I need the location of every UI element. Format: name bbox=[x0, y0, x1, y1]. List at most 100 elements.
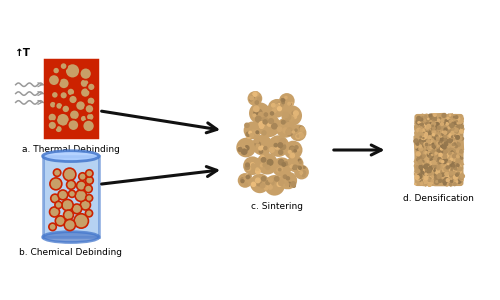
Circle shape bbox=[48, 113, 56, 122]
Circle shape bbox=[262, 131, 266, 135]
Circle shape bbox=[429, 126, 430, 128]
Circle shape bbox=[259, 122, 264, 127]
Circle shape bbox=[427, 124, 431, 128]
Circle shape bbox=[436, 175, 438, 178]
Circle shape bbox=[283, 112, 288, 118]
Circle shape bbox=[429, 156, 431, 158]
Text: c. Sintering: c. Sintering bbox=[251, 202, 303, 211]
Circle shape bbox=[431, 151, 433, 153]
Circle shape bbox=[452, 169, 456, 172]
Circle shape bbox=[278, 180, 284, 185]
Circle shape bbox=[420, 177, 426, 182]
Circle shape bbox=[419, 147, 422, 151]
Circle shape bbox=[422, 124, 426, 128]
Circle shape bbox=[436, 142, 439, 144]
Circle shape bbox=[422, 130, 425, 133]
Circle shape bbox=[433, 151, 438, 156]
Circle shape bbox=[449, 120, 450, 121]
Circle shape bbox=[436, 159, 438, 161]
Circle shape bbox=[278, 127, 282, 131]
Circle shape bbox=[244, 183, 247, 185]
Circle shape bbox=[244, 176, 248, 179]
Circle shape bbox=[458, 167, 462, 171]
Circle shape bbox=[433, 116, 436, 119]
Circle shape bbox=[418, 155, 421, 158]
Circle shape bbox=[255, 101, 258, 104]
Circle shape bbox=[415, 184, 416, 185]
Circle shape bbox=[80, 200, 90, 210]
Circle shape bbox=[249, 131, 252, 134]
Circle shape bbox=[452, 124, 454, 126]
Circle shape bbox=[460, 125, 463, 128]
Circle shape bbox=[52, 67, 60, 74]
Circle shape bbox=[448, 153, 450, 154]
Circle shape bbox=[424, 179, 429, 184]
Circle shape bbox=[452, 125, 454, 128]
Circle shape bbox=[454, 122, 456, 124]
Circle shape bbox=[60, 62, 67, 70]
Circle shape bbox=[292, 131, 294, 133]
Circle shape bbox=[450, 183, 452, 186]
Circle shape bbox=[253, 114, 256, 117]
Circle shape bbox=[444, 167, 448, 171]
Circle shape bbox=[428, 139, 432, 143]
Circle shape bbox=[416, 176, 420, 180]
Circle shape bbox=[447, 166, 449, 168]
Circle shape bbox=[461, 178, 464, 181]
Circle shape bbox=[432, 143, 434, 145]
Circle shape bbox=[452, 152, 456, 156]
Circle shape bbox=[260, 184, 265, 188]
Circle shape bbox=[450, 174, 454, 178]
Circle shape bbox=[446, 166, 449, 169]
Circle shape bbox=[256, 101, 258, 103]
Circle shape bbox=[290, 103, 291, 105]
Circle shape bbox=[457, 143, 460, 146]
Circle shape bbox=[440, 160, 442, 162]
Circle shape bbox=[417, 152, 418, 153]
Circle shape bbox=[256, 181, 262, 186]
Circle shape bbox=[450, 118, 452, 119]
Circle shape bbox=[458, 178, 462, 182]
Circle shape bbox=[60, 92, 68, 99]
Circle shape bbox=[245, 123, 249, 128]
Circle shape bbox=[452, 134, 457, 139]
Circle shape bbox=[454, 136, 456, 137]
Circle shape bbox=[434, 123, 436, 125]
Circle shape bbox=[450, 151, 453, 154]
Circle shape bbox=[442, 114, 446, 117]
Circle shape bbox=[422, 169, 424, 172]
Circle shape bbox=[435, 155, 438, 158]
Circle shape bbox=[448, 139, 452, 143]
Circle shape bbox=[424, 131, 426, 134]
Circle shape bbox=[86, 113, 94, 121]
Circle shape bbox=[418, 145, 420, 147]
Circle shape bbox=[250, 98, 252, 101]
Circle shape bbox=[431, 134, 434, 137]
Circle shape bbox=[452, 144, 455, 147]
Circle shape bbox=[279, 93, 294, 109]
Circle shape bbox=[439, 136, 442, 139]
Circle shape bbox=[284, 141, 302, 159]
Circle shape bbox=[453, 136, 454, 137]
Circle shape bbox=[440, 134, 444, 139]
Circle shape bbox=[252, 96, 254, 98]
Circle shape bbox=[300, 127, 304, 131]
Circle shape bbox=[430, 117, 432, 119]
Circle shape bbox=[455, 156, 460, 162]
Circle shape bbox=[436, 179, 439, 182]
Circle shape bbox=[439, 153, 442, 156]
Circle shape bbox=[272, 124, 277, 129]
Circle shape bbox=[435, 162, 436, 164]
Circle shape bbox=[448, 161, 451, 163]
Circle shape bbox=[427, 160, 428, 162]
Circle shape bbox=[82, 120, 94, 132]
Circle shape bbox=[414, 140, 417, 142]
Circle shape bbox=[414, 139, 418, 142]
Circle shape bbox=[296, 134, 300, 139]
Circle shape bbox=[429, 155, 430, 157]
Circle shape bbox=[438, 128, 440, 130]
Circle shape bbox=[446, 177, 449, 180]
Circle shape bbox=[426, 145, 431, 149]
Circle shape bbox=[421, 134, 426, 140]
Circle shape bbox=[438, 168, 439, 170]
